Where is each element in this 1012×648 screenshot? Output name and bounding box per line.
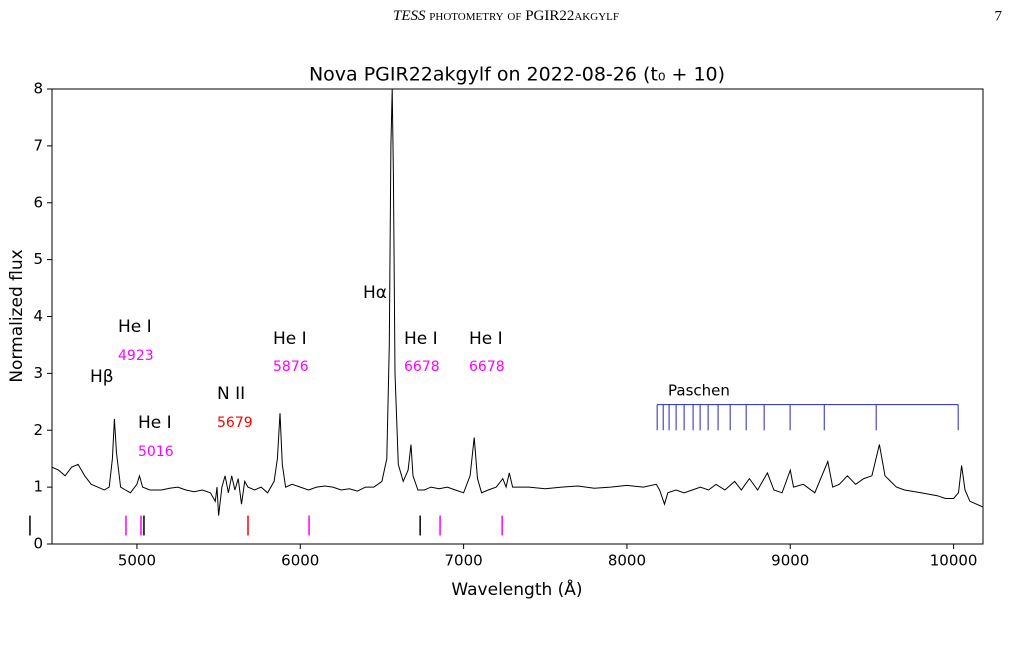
y-tick-label: 2 — [33, 421, 43, 439]
y-axis-label: Normalized flux — [7, 249, 27, 382]
line-annotation: N II — [217, 384, 245, 404]
y-tick-label: 8 — [33, 80, 43, 98]
line-annotation: 5016 — [138, 444, 174, 460]
line-annotation: 6678 — [404, 359, 440, 375]
x-tick-label: 7000 — [445, 552, 483, 570]
x-tick-label: 6000 — [281, 552, 319, 570]
chart-title: Nova PGIR22akgylf on 2022-08-26 (t₀ + 10… — [309, 64, 725, 86]
x-tick-label: 9000 — [771, 552, 809, 570]
y-tick-label: 6 — [33, 193, 43, 211]
running-head: TESS photometry of PGIR22akgylf — [393, 8, 619, 24]
line-annotation: He I — [404, 329, 438, 349]
line-annotation: 6678 — [469, 359, 505, 375]
line-annotation: He I — [138, 413, 172, 433]
running-head-italic: TESS — [393, 8, 426, 24]
page-number: 7 — [995, 8, 1003, 24]
y-tick-label: 7 — [33, 136, 43, 154]
line-annotation: 5679 — [217, 415, 253, 431]
x-tick-label: 5000 — [118, 552, 156, 570]
line-annotation: Hβ — [90, 367, 114, 387]
x-axis-label: Wavelength (Å) — [451, 578, 582, 600]
line-annotation: He I — [118, 317, 152, 337]
line-annotation: He I — [469, 329, 503, 349]
x-tick-label: 8000 — [608, 552, 646, 570]
x-tick-label: 10000 — [930, 552, 978, 570]
y-tick-label: 3 — [33, 364, 43, 382]
y-tick-label: 0 — [33, 535, 43, 553]
y-tick-label: 4 — [33, 307, 43, 325]
plot-frame — [51, 88, 984, 545]
running-head-rest: photometry of PGIR22akgylf — [429, 8, 619, 24]
paschen-label: Paschen — [668, 382, 730, 400]
line-annotation: Hα — [363, 283, 387, 303]
line-annotation: 5876 — [273, 359, 309, 375]
spectrum-line — [51, 88, 984, 516]
y-tick-label: 1 — [33, 478, 43, 496]
y-tick-label: 5 — [33, 250, 43, 268]
line-annotation: He I — [273, 329, 307, 349]
line-annotation: 4923 — [118, 348, 154, 364]
